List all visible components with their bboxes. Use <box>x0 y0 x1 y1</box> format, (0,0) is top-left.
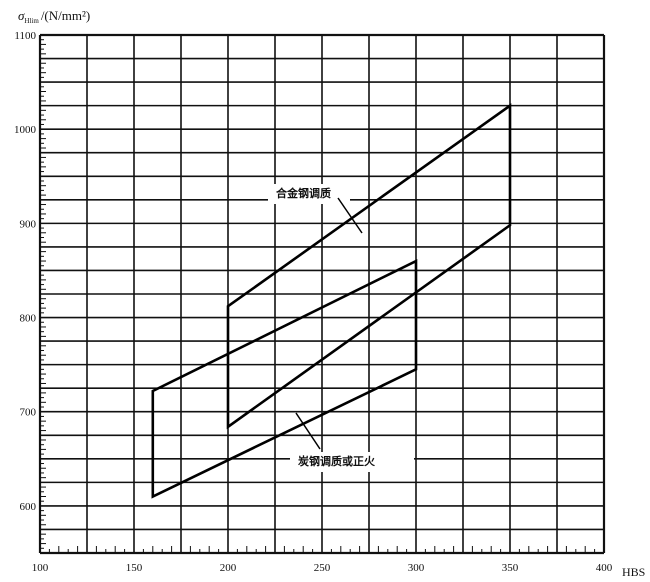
series-label: 炭钢调质或正火 <box>298 454 376 468</box>
axis-ticks: 100 150 200 250 300 350 400 600 700 800 900 1000 110… <box>14 30 613 574</box>
y-axis-label-unit: /(N/mm²) <box>41 8 90 23</box>
y-axis-label-symbol: σ <box>18 8 25 23</box>
x-tick-label: 200 <box>220 562 237 574</box>
grid <box>38 33 606 555</box>
x-axis-label: HBS <box>622 565 645 579</box>
x-tick-label: 400 <box>596 562 613 574</box>
x-tick-label: 100 <box>32 562 49 574</box>
y-tick-label: 900 <box>20 218 37 230</box>
x-tick-label: 300 <box>408 562 425 574</box>
y-tick-label: 800 <box>20 313 37 325</box>
series-region-1 <box>226 103 512 430</box>
annotation-leader-line <box>337 197 363 234</box>
y-tick-label: 1100 <box>14 30 36 42</box>
x-tick-label: 250 <box>314 562 331 574</box>
y-axis-label-subscript: Hlim <box>24 17 39 25</box>
series-group <box>151 103 512 499</box>
y-tick-label: 600 <box>20 501 37 513</box>
y-tick-label: 700 <box>20 407 37 419</box>
annotation-background <box>268 184 350 204</box>
series-region-2 <box>151 258 418 499</box>
annotation-leader-line <box>295 412 321 450</box>
annotation-background <box>290 452 414 472</box>
x-tick-label: 350 <box>502 562 519 574</box>
y-tick-label: 1000 <box>14 124 37 136</box>
series-label: 合金钢调质 <box>276 186 331 200</box>
x-tick-label: 150 <box>126 562 143 574</box>
y-axis-label: σHlim/(N/mm²) <box>18 8 90 25</box>
